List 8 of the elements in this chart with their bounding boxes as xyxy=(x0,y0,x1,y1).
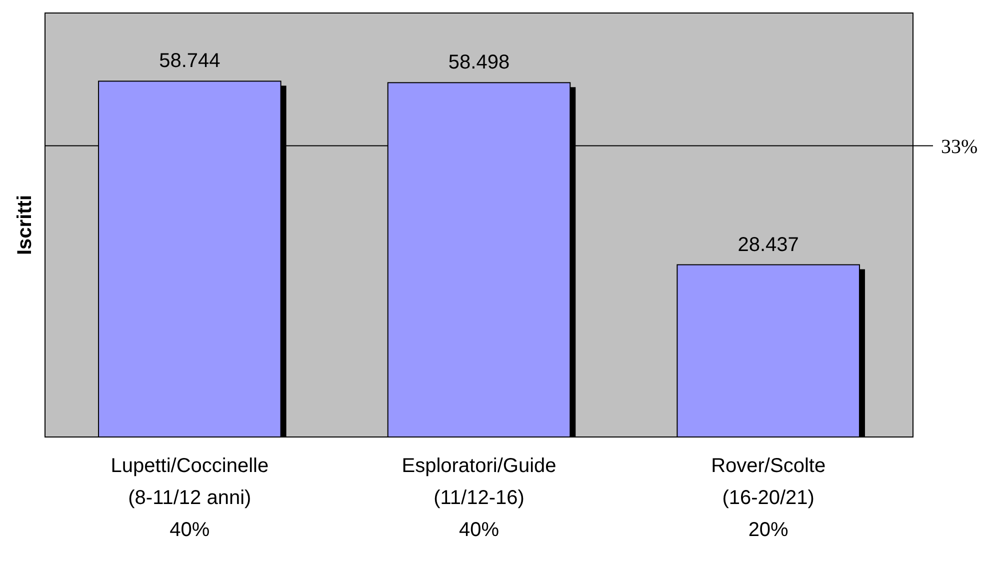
x-tick-label: Rover/Scolte (16-20/21) 20% xyxy=(711,455,826,541)
data-label: 28.437 xyxy=(738,234,799,256)
text: 33% xyxy=(941,136,978,158)
data-label: 58.498 xyxy=(448,52,510,74)
y-axis-title: Iscritti xyxy=(14,194,36,256)
x-tick-label: Lupetti/Coccinelle (8-11/12 anni) 40% xyxy=(110,455,269,541)
x-tick-label: Esploratori/Guide (11/12-16) 40% xyxy=(402,455,556,541)
data-label: 58.744 xyxy=(159,50,220,72)
